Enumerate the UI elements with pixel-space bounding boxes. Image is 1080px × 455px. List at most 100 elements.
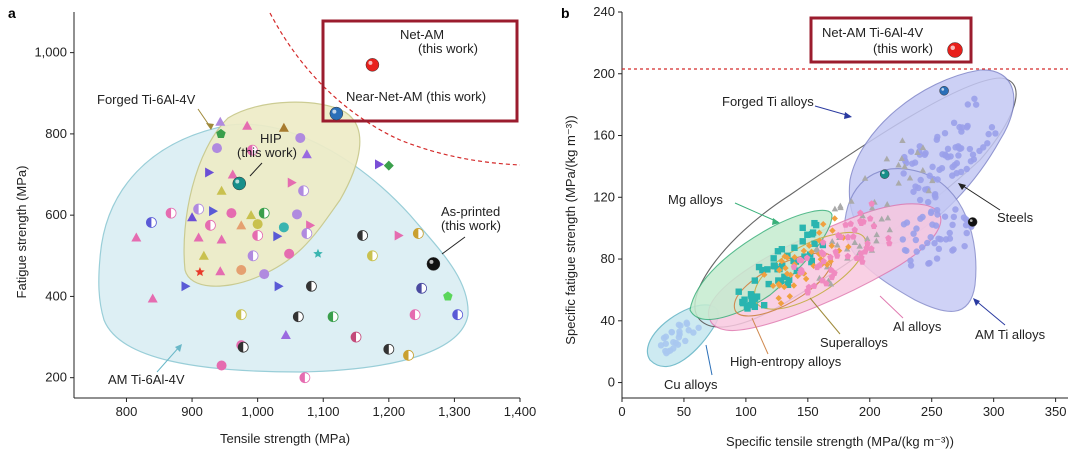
x-axis-label-b: Specific tensile strength (MPa/(kg m⁻³)) <box>726 434 954 449</box>
highlight-box-a <box>321 19 519 123</box>
scatter-point-b <box>856 242 863 249</box>
x-tick-label-b: 200 <box>859 404 881 419</box>
scatter-point-b <box>800 247 808 255</box>
scatter-point-b <box>933 206 941 214</box>
scatter-point-b <box>782 264 789 272</box>
y-tick-label-a: 800 <box>45 126 67 141</box>
scatter-point-b <box>950 213 958 221</box>
scatter-point-a <box>145 217 157 228</box>
scatter-point-a <box>258 207 270 219</box>
scatter-point-b <box>949 221 956 229</box>
x-tick-label-a: 1,300 <box>438 404 471 419</box>
scatter-point-b <box>914 149 921 156</box>
y-axis-label-b: Specific fatigue strength (MPa/(kg m⁻³)) <box>563 115 578 344</box>
scatter-point-b <box>899 236 907 243</box>
scatter-point-b <box>901 246 909 254</box>
scatter-point-b <box>783 270 791 277</box>
scatter-point-a <box>131 232 142 242</box>
scatter-point-b <box>668 328 675 336</box>
scatter-point-a <box>246 210 257 220</box>
scatter-point-b <box>791 244 798 251</box>
label-mg-alloys: Mg alloys <box>668 192 723 207</box>
scatter-point-b <box>864 240 871 247</box>
x-tick-label-b: 250 <box>921 404 943 419</box>
panel-a: a 800 900 1,000 1,100 1,200 1,300 1,400 200 400 6… <box>8 5 536 446</box>
scatter-point-b <box>899 137 906 144</box>
scatter-point-b <box>929 177 936 184</box>
x-tick-label-b: 350 <box>1045 404 1067 419</box>
scatter-point-b <box>980 144 987 151</box>
scatter-point-b <box>847 220 854 227</box>
scatter-point-b <box>790 282 798 289</box>
scatter-point-a <box>278 222 289 233</box>
x-axis-label-a: Tensile strength (MPa) <box>220 431 350 446</box>
scatter-point-b <box>751 303 759 311</box>
scatter-point-a <box>273 231 283 242</box>
scatter-point-a <box>280 330 291 340</box>
scatter-point-b <box>690 329 697 336</box>
x-tick-label-b: 50 <box>677 404 691 419</box>
panel-b: b 0 50 100 150 200 250 300 350 0 40 80 120 160 200 240… <box>561 4 1068 449</box>
label-hea: High-entropy alloys <box>730 354 842 369</box>
label-as-printed-sub: (this work) <box>441 218 501 233</box>
scatter-point-a <box>252 230 264 241</box>
scatter-point-a <box>298 185 309 197</box>
scatter-point-b <box>831 205 839 212</box>
scatter-point-a <box>383 160 394 171</box>
highlight-points-a <box>232 58 441 271</box>
scatter-point-a <box>147 293 158 303</box>
scatter-point-a <box>357 230 368 241</box>
scatter-point-b <box>992 130 999 137</box>
scatter-point-b <box>950 119 958 127</box>
scatter-point-b <box>900 170 907 177</box>
scatter-point-b <box>769 282 777 290</box>
scatter-point-b <box>910 188 917 195</box>
scatter-point-b <box>676 328 683 335</box>
scatter-point-b <box>971 95 978 102</box>
highlight-point-a <box>232 176 247 191</box>
scatter-point-a <box>211 143 222 154</box>
x-tick-label-b: 0 <box>618 404 625 419</box>
scatter-point-a <box>226 208 237 219</box>
scatter-point-a <box>299 372 311 384</box>
scatter-point-b <box>759 266 766 274</box>
scatter-point-b <box>844 252 851 260</box>
y-tick-label-a: 200 <box>45 370 67 385</box>
y-tick-label-b: 80 <box>601 251 615 266</box>
scatter-point-b <box>829 238 836 244</box>
scatter-point-b <box>917 176 924 184</box>
y-tick-label-b: 120 <box>593 189 615 204</box>
x-tick-label-b: 100 <box>735 404 757 419</box>
scatter-point-b <box>926 259 933 267</box>
scatter-point-b <box>962 221 970 229</box>
scatter-point-a <box>205 219 216 231</box>
scatter-point-b <box>793 267 801 275</box>
scatter-point-b <box>859 258 866 265</box>
scatter-point-b <box>820 257 827 265</box>
scatter-point-b <box>811 240 818 247</box>
scatter-point-b <box>884 201 891 207</box>
scatter-point-b <box>935 235 942 242</box>
scatter-point-b <box>985 130 992 138</box>
scatter-point-b <box>918 244 926 251</box>
label-net-am: Net-AM <box>400 27 444 42</box>
scatter-point-a <box>301 228 313 239</box>
scatter-point-b <box>820 250 827 257</box>
scatter-point-b <box>951 161 958 169</box>
scatter-point-a <box>301 149 312 159</box>
scatter-point-b <box>906 174 914 181</box>
scatter-point-b <box>682 337 689 345</box>
scatter-point-b <box>969 151 977 158</box>
scatter-point-b <box>823 261 831 268</box>
highlight-point-b <box>967 217 978 227</box>
scatter-point-b <box>820 220 827 228</box>
scatter-point-a <box>409 309 421 321</box>
scatter-point-b <box>760 301 768 309</box>
scatter-point-b <box>844 233 852 241</box>
highlight-point-a <box>426 257 441 271</box>
scatter-point-b <box>868 245 875 252</box>
scatter-point-b <box>886 226 893 233</box>
am-ti-arrowhead <box>973 298 980 306</box>
scatter-point-a <box>235 309 247 321</box>
scatter-point-a <box>367 250 378 262</box>
